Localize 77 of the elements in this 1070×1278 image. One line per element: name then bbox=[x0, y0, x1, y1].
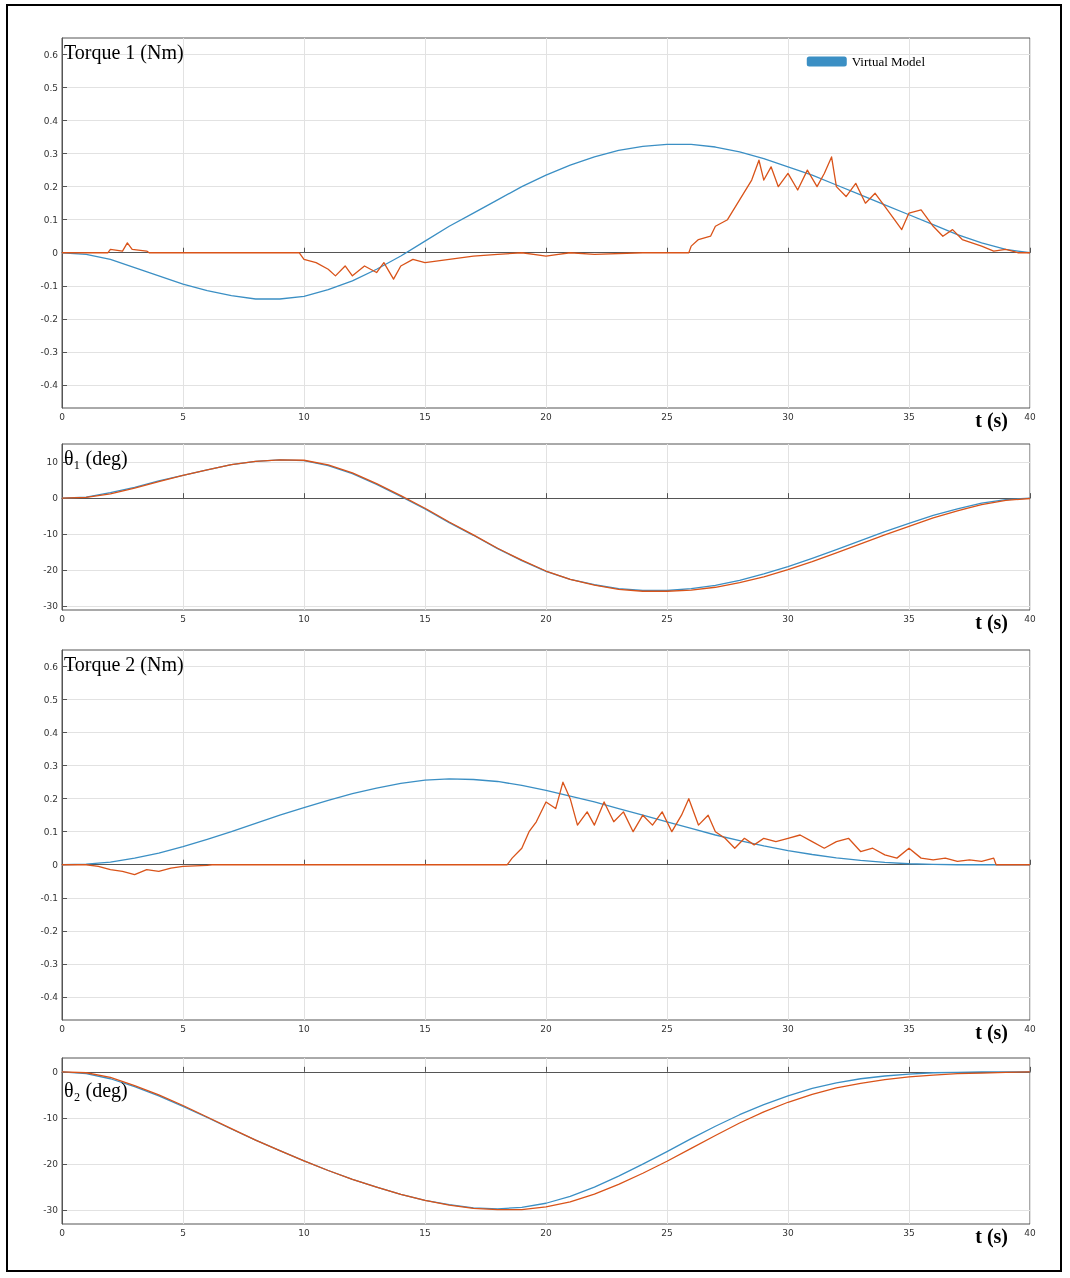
x-tick-label: 35 bbox=[903, 1227, 915, 1238]
y-tick-label: 0.1 bbox=[43, 826, 58, 837]
y-tick-label: 0.1 bbox=[43, 214, 58, 225]
x-tick-label: 15 bbox=[419, 411, 431, 422]
x-tick-label: 25 bbox=[661, 613, 673, 624]
x-axis-title: t (s) bbox=[975, 1021, 1008, 1044]
y-tick-label: -0.2 bbox=[40, 925, 58, 936]
x-tick-label: 30 bbox=[782, 1023, 794, 1034]
x-axis-title: t (s) bbox=[975, 1225, 1008, 1248]
x-tick-label: 40 bbox=[1024, 1227, 1036, 1238]
x-tick-label: 30 bbox=[782, 1227, 794, 1238]
x-tick-label: 20 bbox=[540, 1023, 552, 1034]
y-tick-label: -30 bbox=[43, 601, 59, 612]
x-tick-label: 10 bbox=[298, 613, 310, 624]
y-axis-title: θ₁ (deg) bbox=[64, 447, 128, 470]
x-tick-label: 5 bbox=[180, 1227, 186, 1238]
y-tick-label: -30 bbox=[43, 1205, 59, 1216]
y-tick-label: -0.3 bbox=[40, 958, 58, 969]
y-tick-label: 0.2 bbox=[43, 793, 58, 804]
y-tick-label: -0.2 bbox=[40, 313, 58, 324]
x-tick-label: 30 bbox=[782, 613, 794, 624]
x-tick-label: 10 bbox=[298, 1023, 310, 1034]
y-tick-label: 0 bbox=[52, 1066, 59, 1077]
x-axis-title: t (s) bbox=[975, 409, 1008, 432]
y-tick-label: 10 bbox=[46, 457, 59, 468]
x-tick-label: 40 bbox=[1024, 411, 1036, 422]
y-tick-label: -0.4 bbox=[40, 991, 59, 1002]
x-tick-label: 40 bbox=[1024, 613, 1036, 624]
x-tick-label: 35 bbox=[903, 613, 915, 624]
x-tick-label: 0 bbox=[59, 1227, 66, 1238]
x-tick-label: 15 bbox=[419, 613, 431, 624]
x-tick-label: 20 bbox=[540, 613, 552, 624]
y-tick-label: 0.5 bbox=[43, 82, 58, 93]
y-tick-label: 0 bbox=[52, 247, 59, 258]
x-tick-label: 40 bbox=[1024, 1023, 1036, 1034]
y-tick-label: 0.4 bbox=[43, 727, 59, 738]
x-tick-label: 20 bbox=[540, 1227, 552, 1238]
x-axis-title: t (s) bbox=[975, 611, 1008, 634]
line-series bbox=[61, 156, 1031, 280]
x-tick-label: 35 bbox=[903, 1023, 915, 1034]
y-tick-label: -0.1 bbox=[40, 280, 58, 291]
y-axis-title: Torque 1 (Nm) bbox=[64, 41, 184, 64]
y-tick-label: -20 bbox=[43, 1159, 59, 1170]
y-tick-label: -10 bbox=[43, 1112, 59, 1123]
x-tick-label: 20 bbox=[540, 411, 552, 422]
x-tick-label: 5 bbox=[180, 1023, 186, 1034]
y-tick-label: -0.3 bbox=[40, 346, 58, 357]
x-tick-label: 10 bbox=[298, 1227, 310, 1238]
y-axis-title: Torque 2 (Nm) bbox=[64, 653, 184, 676]
y-tick-label: 0.6 bbox=[43, 49, 59, 60]
x-tick-label: 25 bbox=[661, 1227, 673, 1238]
y-axis-title: θ₂ (deg) bbox=[64, 1079, 128, 1102]
y-tick-label: -10 bbox=[43, 529, 59, 540]
x-tick-label: 25 bbox=[661, 411, 673, 422]
x-tick-label: 0 bbox=[59, 613, 66, 624]
x-tick-label: 15 bbox=[419, 1023, 431, 1034]
x-tick-label: 25 bbox=[661, 1023, 673, 1034]
y-tick-label: 0.4 bbox=[43, 115, 59, 126]
y-tick-label: 0.6 bbox=[43, 661, 59, 672]
y-tick-label: 0.2 bbox=[43, 181, 58, 192]
x-tick-label: 35 bbox=[903, 411, 915, 422]
y-tick-label: -0.4 bbox=[40, 379, 59, 390]
y-tick-label: 0.3 bbox=[43, 148, 58, 159]
x-tick-label: 30 bbox=[782, 411, 794, 422]
y-tick-label: 0 bbox=[52, 859, 59, 870]
x-tick-label: 15 bbox=[419, 1227, 431, 1238]
y-tick-label: 0.5 bbox=[43, 694, 58, 705]
x-tick-label: 0 bbox=[59, 411, 66, 422]
x-tick-label: 5 bbox=[180, 411, 186, 422]
legend-label: Virtual Model bbox=[851, 54, 926, 69]
x-tick-label: 5 bbox=[180, 613, 186, 624]
y-tick-label: 0.3 bbox=[43, 760, 58, 771]
x-tick-label: 10 bbox=[298, 411, 310, 422]
y-tick-label: -20 bbox=[43, 565, 59, 576]
y-tick-label: -0.1 bbox=[40, 892, 58, 903]
y-tick-label: 0 bbox=[52, 493, 59, 504]
x-tick-label: 0 bbox=[59, 1023, 66, 1034]
